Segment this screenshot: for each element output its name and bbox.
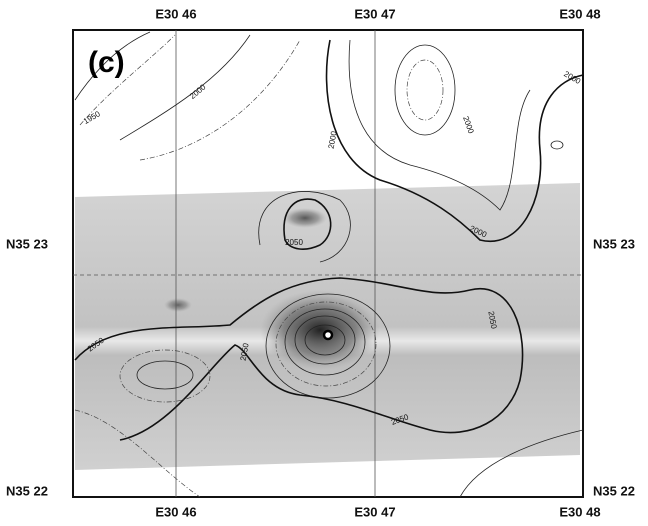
contour-label: 2000 <box>327 130 339 150</box>
contour-line <box>395 45 455 135</box>
contour-label: 2050 <box>285 238 303 247</box>
contour-label: 2000 <box>188 82 208 101</box>
site-marker <box>324 331 332 339</box>
latitude-label: N35 22 <box>6 483 48 498</box>
longitude-label: E30 47 <box>354 504 395 519</box>
contour-line <box>407 60 443 120</box>
contour-line <box>140 40 300 160</box>
contour-line <box>120 35 250 140</box>
contour-line <box>551 141 563 149</box>
longitude-label: E30 46 <box>155 504 196 519</box>
latitude-label: N35 22 <box>593 483 635 498</box>
longitude-label: E30 47 <box>354 6 395 21</box>
longitude-label: E30 48 <box>559 504 600 519</box>
panel-label: (c) <box>88 46 125 79</box>
contour-label: 2000 <box>562 69 582 86</box>
reflection <box>164 298 192 312</box>
longitude-label: E30 48 <box>559 6 600 21</box>
contour-line <box>349 40 530 210</box>
reflection <box>283 208 327 228</box>
contour-label: 1950 <box>82 109 102 126</box>
latitude-label: N35 23 <box>6 236 48 251</box>
latitude-label: N35 23 <box>593 236 635 251</box>
map-figure: 1950 2000 2000 2000 2000 2050 2000 2050 … <box>0 0 648 526</box>
longitude-label: E30 46 <box>155 6 196 21</box>
contour-label: 2000 <box>461 115 476 135</box>
